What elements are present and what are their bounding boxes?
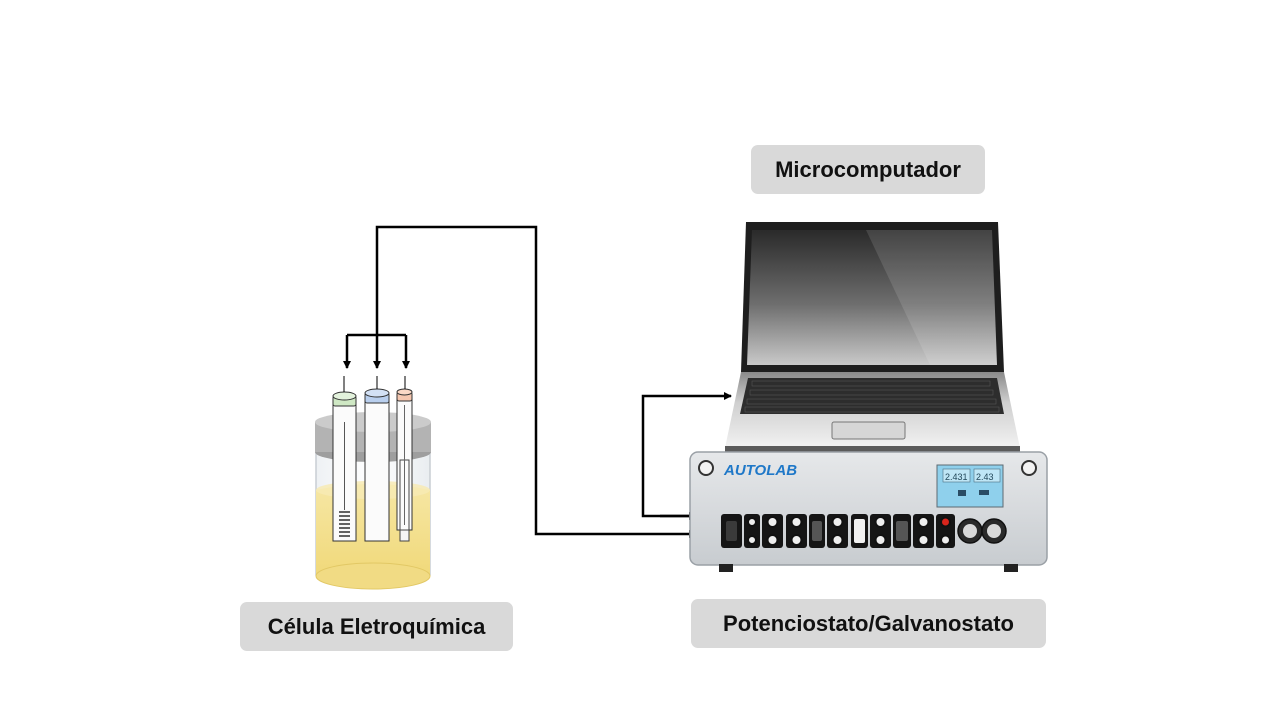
- electrode-right: [396, 388, 413, 542]
- electrode-middle: [364, 388, 390, 542]
- label-potenciostato-galvanostato: Potenciostato/Galvanostato: [691, 599, 1046, 648]
- electrochemical-cell-icon: [315, 388, 431, 590]
- device-display: 2.431 2.43: [936, 464, 1004, 508]
- bnc-connectors: [744, 514, 955, 548]
- laptop-icon: [725, 222, 1020, 452]
- cell-to-potentiostat-wire: [375, 225, 697, 538]
- label-celula-eletroquimica: Célula Eletroquímica: [240, 602, 513, 651]
- laptop-keyboard: [740, 378, 1004, 414]
- power-knob-right: [1021, 460, 1037, 476]
- wiring: [343, 225, 732, 538]
- connector-panel: [721, 514, 1007, 548]
- device-brand: AUTOLAB: [723, 462, 797, 479]
- display-right-value: 2.43: [976, 472, 994, 482]
- display-left-value: 2.431: [945, 472, 968, 482]
- electrode-left: [332, 391, 357, 542]
- laptop-touchpad: [831, 421, 906, 440]
- power-knob-left: [698, 460, 714, 476]
- potentiostat-device-icon: AUTOLAB 2.431 2.43: [689, 451, 1048, 572]
- label-microcomputador: Microcomputador: [751, 145, 985, 194]
- electrode-wires: [343, 376, 406, 392]
- laptop-keys: [744, 380, 1000, 413]
